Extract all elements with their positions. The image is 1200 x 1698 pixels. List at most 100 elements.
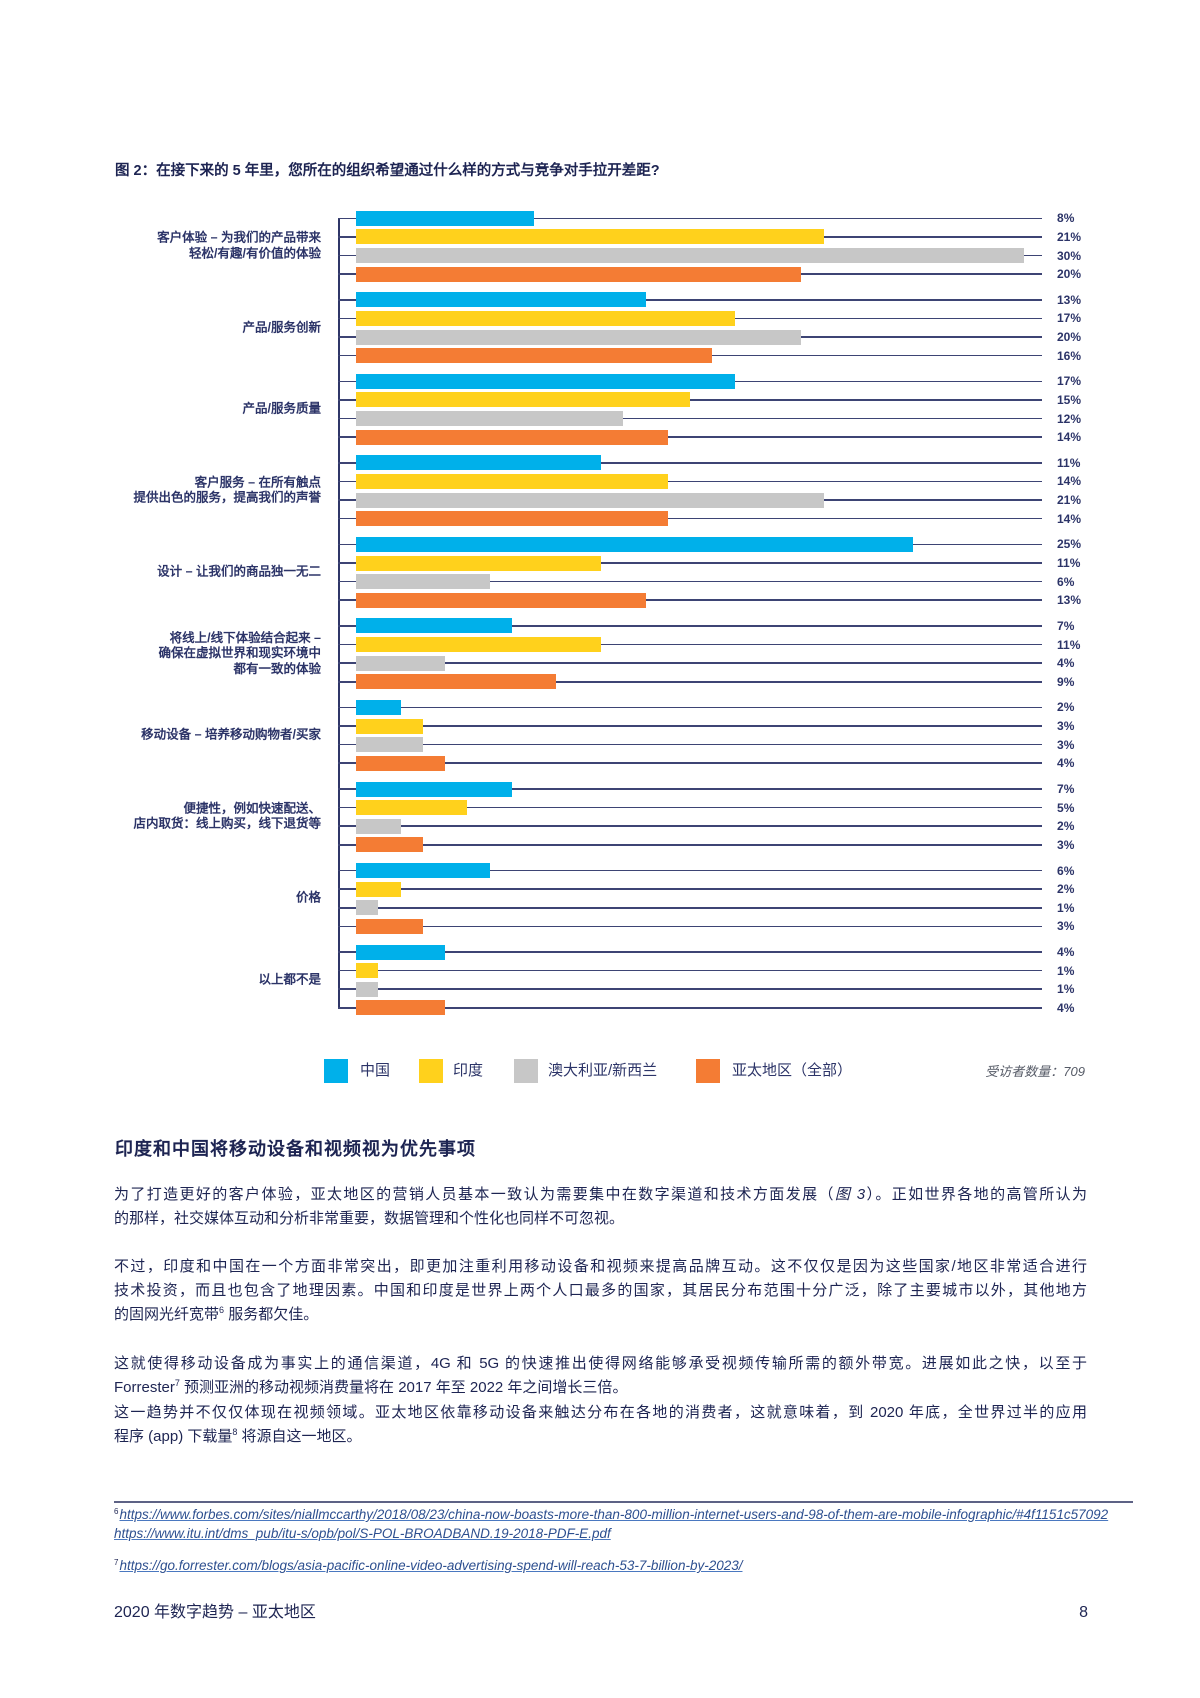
value-label: 15 xyxy=(1057,393,1081,407)
bar-guide-line xyxy=(338,725,1042,727)
bar-guide-line xyxy=(338,480,1042,483)
legend-label-apac-all: 亚太地区（全部） xyxy=(732,1062,853,1079)
section-heading: 印度和中国将移动设备和视频视为优先事项 xyxy=(115,1139,476,1159)
value-label: 2 xyxy=(1057,700,1074,714)
value-label: 3 xyxy=(1057,738,1074,752)
footnote-6-continued: https://www.itu.int/dms_pub/itu-s/opb/po… xyxy=(114,1525,611,1543)
value-label: 16 xyxy=(1057,349,1081,363)
text-span: Forrester xyxy=(114,1379,175,1396)
bar-china xyxy=(356,210,535,226)
y-axis-line xyxy=(338,217,340,1009)
value-label: 6 xyxy=(1057,864,1074,878)
category-label: 移动设备 – 培养移动购物者/买家 xyxy=(141,727,321,742)
bar-guide-line xyxy=(338,436,1042,438)
value-label: 13 xyxy=(1057,293,1081,307)
value-label: 25 xyxy=(1057,537,1081,551)
value-label: 9 xyxy=(1057,675,1074,689)
bar-china xyxy=(356,944,446,960)
bar-guide-line xyxy=(338,951,1042,953)
value-label: 4 xyxy=(1057,945,1074,959)
bar-china xyxy=(356,863,490,879)
category-label: 将线上/线下体验结合起来 – 确保在虚拟世界和现实环境中 都有一致的体验 xyxy=(158,630,321,676)
bar-australia-nz xyxy=(356,248,1025,263)
bar-guide-line xyxy=(338,517,1042,520)
text-span: 的固网光纤宽带 xyxy=(114,1306,220,1323)
bar-china xyxy=(356,618,512,634)
legend-swatch-china xyxy=(324,1059,348,1083)
footnote-7: 7https://go.forrester.com/blogs/asia-pac… xyxy=(114,1557,742,1577)
value-label: 17 xyxy=(1057,374,1081,388)
bar-guide-line xyxy=(338,762,1042,765)
value-label: 11 xyxy=(1057,456,1080,470)
bar-china xyxy=(356,373,735,389)
bar-australia-nz xyxy=(356,818,401,834)
bar-guide-line xyxy=(338,906,1042,909)
bar-guide-line xyxy=(338,680,1042,683)
paragraph-line: 不过，印度和中国在一个方面非常突出，即更加注重利用移动设备和视频来提高品牌互动。… xyxy=(114,1258,1087,1275)
bar-guide-line xyxy=(338,643,1042,646)
bar-india xyxy=(356,555,601,571)
bar-apac-all xyxy=(356,348,713,364)
value-label: 7 xyxy=(1057,782,1074,796)
bar-india xyxy=(356,881,401,897)
bar-australia-nz xyxy=(356,329,802,345)
footnote-link[interactable]: https://go.forrester.com/blogs/asia-paci… xyxy=(119,1558,743,1573)
bar-india xyxy=(356,473,668,489)
legend-label-india: 印度 xyxy=(453,1062,484,1079)
bar-guide-line xyxy=(338,662,1042,664)
text-span: 程序 (app) 下载量 xyxy=(114,1428,233,1445)
legend-swatch-india xyxy=(419,1059,443,1083)
bar-guide-line xyxy=(338,217,1042,220)
paragraph-line: 程序 (app) 下载量8 将源自这一地区。 xyxy=(114,1425,1087,1450)
value-label: 4 xyxy=(1057,1001,1074,1015)
bar-guide-line xyxy=(338,706,1042,709)
text-span: ）。正如世界各地的高管所认为 xyxy=(865,1186,1087,1203)
value-label: 1 xyxy=(1057,982,1074,996)
paragraph-line: 为了打造更好的客户体验，亚太地区的营销人员基本一致认为需要集中在数字渠道和技术方… xyxy=(114,1183,1087,1207)
footnote-link[interactable]: https://www.itu.int/dms_pub/itu-s/opb/po… xyxy=(114,1526,611,1541)
paragraph-3: 这就使得移动设备成为事实上的通信渠道，4G 和 5G 的快速推出使得网络能够承受… xyxy=(114,1352,1087,1450)
legend-swatch-australia-nz xyxy=(514,1059,538,1083)
bar-china xyxy=(356,536,913,552)
footnote-link[interactable]: https://www.forbes.com/sites/niallmccart… xyxy=(119,1507,1109,1522)
bar-apac-all xyxy=(356,918,423,934)
footnote-reference: 8 xyxy=(232,1427,238,1437)
bar-guide-line xyxy=(338,599,1042,601)
value-label: 3 xyxy=(1057,838,1074,852)
text-span: 将源自这一地区。 xyxy=(237,1428,362,1445)
footnote-divider xyxy=(114,1501,1133,1503)
value-label: 3 xyxy=(1057,719,1074,733)
bar-guide-line xyxy=(338,299,1042,301)
respondent-count-note: 受访者数量：709 xyxy=(985,1064,1085,1079)
paragraph-line: 这就使得移动设备成为事实上的通信渠道，4G 和 5G 的快速推出使得网络能够承受… xyxy=(114,1355,1087,1372)
bar-guide-line xyxy=(338,925,1042,928)
bar-india xyxy=(356,718,423,734)
category-label: 产品/服务创新 xyxy=(242,319,321,334)
text-span: 为了打造更好的客户体验，亚太地区的营销人员基本一致认为需要集中在数字渠道和技术方… xyxy=(114,1186,835,1203)
bar-guide-line xyxy=(338,580,1042,583)
value-label: 30 xyxy=(1057,249,1081,263)
bar-india xyxy=(356,637,601,653)
value-label: 1 xyxy=(1057,901,1074,915)
value-label: 11 xyxy=(1057,556,1080,570)
bar-apac-all xyxy=(356,755,446,771)
footnote-reference: 7 xyxy=(174,1378,180,1388)
bar-guide-line xyxy=(338,869,1042,872)
bar-australia-nz xyxy=(356,492,824,508)
bar-apac-all xyxy=(356,674,557,690)
bar-guide-line xyxy=(338,462,1042,464)
category-label: 便捷性，例如快速配送、 店内取货：线上购买，线下退货等 xyxy=(133,801,321,831)
bar-guide-line xyxy=(338,988,1042,991)
bar-australia-nz xyxy=(356,411,624,427)
category-label: 价格 xyxy=(295,890,321,905)
value-label: 8 xyxy=(1057,211,1074,225)
paragraph-line: 的那样，社交媒体互动和分析非常重要，数据管理和个性化也同样不可忽视。 xyxy=(114,1210,625,1227)
footnote-6: 6https://www.forbes.com/sites/niallmccar… xyxy=(114,1506,1108,1526)
bar-apac-all xyxy=(356,266,802,282)
bar-guide-line xyxy=(338,625,1042,627)
value-label: 3 xyxy=(1057,919,1074,933)
body-text: 为了打造更好的客户体验，亚太地区的营销人员基本一致认为需要集中在数字渠道和技术方… xyxy=(114,1183,1087,1474)
bar-china xyxy=(356,292,646,308)
chart-title: 图 2：在接下来的 5 年里，您所在的组织希望通过什么样的方式与竞争对手拉开差距… xyxy=(115,163,660,179)
